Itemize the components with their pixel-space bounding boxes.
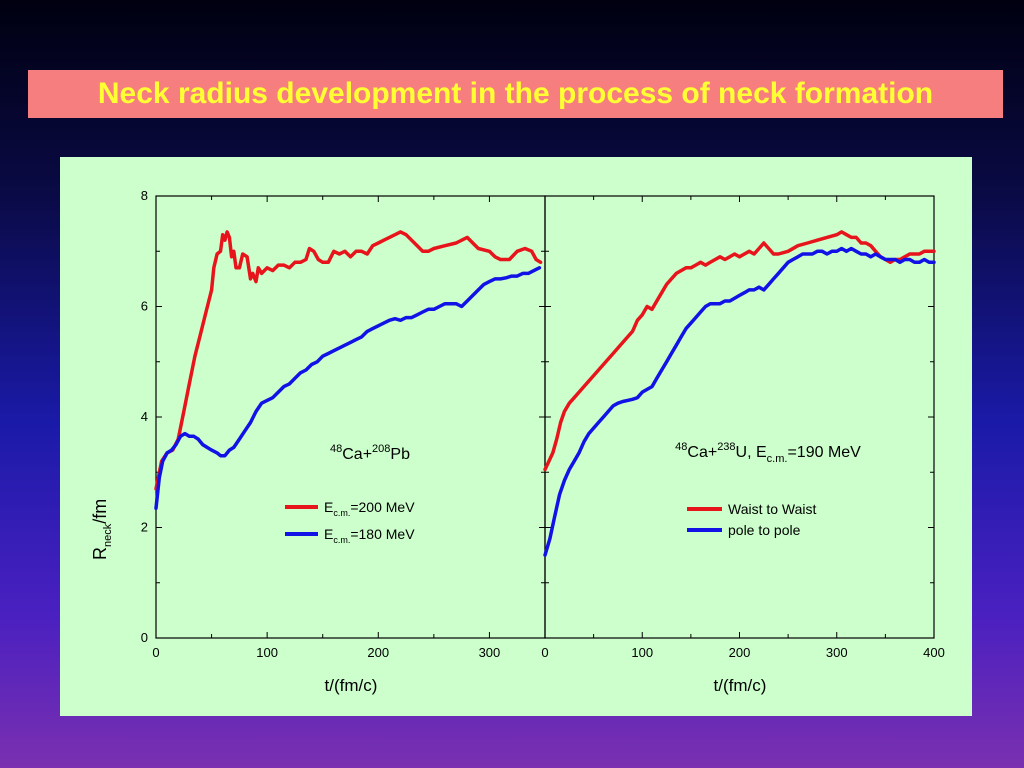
y-tick-label-0: 2 xyxy=(141,520,148,535)
legend-left-label-1-sub: c.m. xyxy=(333,535,350,545)
x-tick-label-1: 200 xyxy=(729,645,751,660)
annotation-left-t2: Pb xyxy=(390,446,410,463)
y-tick-label-0: 0 xyxy=(141,630,148,645)
x-tick-label-0: 0 xyxy=(152,645,159,660)
x-tick-label-1: 100 xyxy=(631,645,653,660)
series-line-1-1 xyxy=(543,246,936,557)
x-tick-label-0: 100 xyxy=(256,645,278,660)
legend-left-label-0: Ec.m.=200 MeV xyxy=(324,499,415,518)
x-tick-label-0: 300 xyxy=(479,645,501,660)
annotation-right-t3: =190 MeV xyxy=(787,444,861,461)
annotation-right-t2: U, E xyxy=(736,444,767,461)
y-tick-label-0: 6 xyxy=(141,299,148,314)
x-tick-label-0: 200 xyxy=(367,645,389,660)
legend-right-label-0: Waist to Waist xyxy=(728,501,817,517)
y-axis-label: Rneck/fm xyxy=(90,499,114,560)
title-banner: Neck radius development in the process o… xyxy=(28,70,1003,118)
y-tick-label-0: 4 xyxy=(141,409,148,424)
x-tick-label-1: 0 xyxy=(541,645,548,660)
legend-left-label-1-main: E xyxy=(324,526,333,542)
annotation-right-sup1: 48 xyxy=(675,441,687,453)
x-axis-label-left: t/(fm/c) xyxy=(325,676,378,695)
legend-right-label-1: pole to pole xyxy=(728,522,801,538)
series-line-1-0 xyxy=(543,230,936,472)
x-tick-label-1: 400 xyxy=(923,645,945,660)
legend-left-label-0-main: E xyxy=(324,499,333,515)
legend-left-label-1: Ec.m.=180 MeV xyxy=(324,526,415,545)
legend-left-label-0-tail: =200 MeV xyxy=(350,499,415,515)
y-axis-label-main: R xyxy=(90,547,110,560)
x-tick-label-1: 300 xyxy=(826,645,848,660)
series-line-0-0 xyxy=(154,230,543,491)
y-axis-label-tail: /fm xyxy=(90,499,110,524)
annotation-left-sup1: 48 xyxy=(330,443,342,455)
chart-svg: Rneck/fm t/(fm/c) t/(fm/c) 48Ca+208Pb 48… xyxy=(90,188,945,695)
annotation-right-t1: Ca+ xyxy=(687,444,717,461)
x-axis-label-right: t/(fm/c) xyxy=(714,676,767,695)
legend-left-label-0-sub: c.m. xyxy=(333,508,350,518)
annotation-left-sup2: 208 xyxy=(372,443,390,455)
annotation-right-sup2: 238 xyxy=(717,441,735,453)
annotation-right: 48Ca+238U, Ec.m.=190 MeV xyxy=(675,441,861,465)
y-axis-label-sub: neck xyxy=(102,523,114,547)
legend-left-label-1-tail: =180 MeV xyxy=(350,526,415,542)
series-line-0-1 xyxy=(154,266,542,510)
y-tick-label-0: 8 xyxy=(141,188,148,203)
chart-panel: Rneck/fm t/(fm/c) t/(fm/c) 48Ca+208Pb 48… xyxy=(60,157,972,716)
annotation-right-sub: c.m. xyxy=(767,453,788,465)
annotation-left: 48Ca+208Pb xyxy=(330,443,410,463)
page-title: Neck radius development in the process o… xyxy=(97,77,934,110)
annotation-left-t1: Ca+ xyxy=(342,446,372,463)
